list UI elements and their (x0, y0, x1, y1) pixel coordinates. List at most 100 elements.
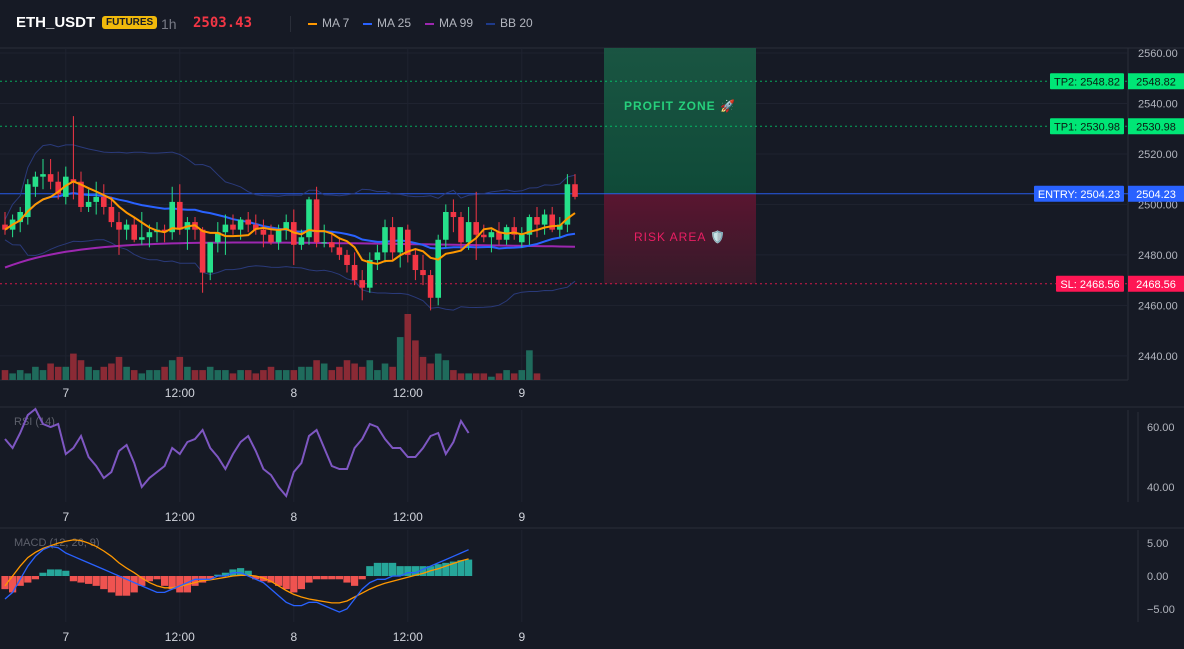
volume-bar (434, 353, 442, 380)
macd-tick-label: −5.00 (1147, 604, 1175, 616)
legend-ma7[interactable]: MA 7 (308, 16, 349, 30)
candle (481, 224, 487, 243)
candle-body (526, 217, 533, 235)
volume-bar (39, 370, 47, 380)
volume-bar (298, 366, 305, 380)
macd-histogram-bar (457, 560, 465, 576)
volume-bar (328, 370, 336, 380)
macd-histogram-bar (168, 576, 176, 590)
macd-histogram-bar (115, 576, 123, 596)
candle (344, 249, 350, 273)
legend-ma7-label: MA 7 (322, 16, 350, 30)
volume-bar (518, 370, 526, 380)
macd-histogram-bar (290, 576, 298, 593)
volume-bar (450, 370, 457, 380)
candle-body (222, 224, 229, 233)
macd-histogram-bar (145, 576, 153, 582)
rsi-tick-label: 60.00 (1147, 422, 1175, 434)
time-tick-label: 12:00 (165, 630, 195, 644)
volume-bar (130, 370, 138, 380)
volume-bar (146, 370, 153, 380)
volume-bar (267, 366, 275, 380)
macd-tick-label: 5.00 (1147, 538, 1168, 550)
macd-histogram-bar (320, 576, 328, 580)
time-tick-label: 12:00 (165, 510, 195, 524)
volume-bar (54, 366, 62, 380)
rsi-line (4, 407, 470, 499)
candle-body (534, 217, 540, 225)
candle-body (116, 222, 122, 230)
legend-ma25[interactable]: MA 25 (363, 16, 411, 30)
volume-bar (252, 373, 260, 380)
candle-body (344, 254, 350, 265)
volume-bar (92, 370, 100, 380)
time-tick-label: 12:00 (165, 386, 195, 400)
candle-body (473, 222, 479, 235)
candle-body (496, 232, 502, 240)
candle (427, 270, 434, 311)
candle-body (146, 232, 153, 238)
macd-histogram-bar (161, 576, 169, 586)
macd-histogram-bar (16, 576, 24, 586)
sl-tag-label: SL: 2468.56 (1060, 279, 1119, 291)
risk-area-label: RISK AREA 🛡️ (634, 230, 726, 244)
macd-histogram-bar (31, 576, 39, 580)
candle (367, 252, 373, 293)
volume-bar (351, 363, 358, 380)
macd-histogram-bar (351, 576, 359, 586)
volume-bar (199, 370, 206, 380)
candle-body (313, 199, 320, 243)
candle (207, 242, 213, 281)
macd-histogram-bar (1, 576, 9, 590)
legend-ma99-label: MA 99 (439, 16, 474, 30)
macd-signal-line (4, 539, 469, 604)
price-tick-label: 2560.00 (1138, 48, 1178, 60)
candle-body (230, 224, 236, 230)
volume-bar (510, 373, 518, 380)
legend-ma99[interactable]: MA 99 (425, 16, 473, 30)
candle (260, 219, 267, 248)
candle (473, 191, 479, 260)
volume-bar (85, 366, 92, 380)
rsi-tick-label: 40.00 (1147, 482, 1175, 494)
candle (78, 171, 84, 212)
macd-histogram-bar (396, 566, 404, 576)
timeframe-selector[interactable]: 1h (161, 16, 177, 32)
volume-bar (184, 366, 191, 380)
candle (253, 214, 259, 235)
candle (389, 217, 396, 260)
candle-body (336, 247, 343, 255)
entry-axis-tag (1128, 185, 1184, 202)
tp2-axis-label: 2548.82 (1136, 76, 1176, 88)
volume-bar (465, 373, 472, 380)
macd-histogram-bar (130, 576, 138, 593)
volume-bar (336, 366, 343, 380)
candle (503, 224, 510, 245)
candle (572, 174, 578, 200)
candle-body (40, 174, 46, 177)
price-tick-label: 2500.00 (1138, 199, 1178, 211)
volume-bar (100, 366, 108, 380)
candle (108, 196, 115, 228)
candle (435, 234, 441, 306)
candle (488, 229, 495, 253)
candle (526, 214, 533, 245)
profit-zone-label: PROFIT ZONE 🚀 (624, 99, 736, 113)
macd-histogram-bar (442, 562, 450, 576)
candle-body (511, 227, 517, 235)
candle (519, 227, 525, 248)
volume-bar (343, 360, 351, 380)
ma25-swatch (363, 22, 372, 25)
macd-histogram-bar (206, 576, 214, 580)
candle-body (55, 181, 61, 195)
symbol-title[interactable]: ETH_USDT (16, 14, 96, 31)
candle (116, 212, 122, 255)
candle (25, 179, 31, 225)
volume-bar (24, 373, 32, 380)
macd-histogram-bar (366, 566, 374, 576)
candle (199, 227, 206, 293)
sl-tag (1056, 275, 1124, 292)
legend-bb20[interactable]: BB 20 (486, 16, 533, 30)
candle-body (199, 229, 206, 273)
